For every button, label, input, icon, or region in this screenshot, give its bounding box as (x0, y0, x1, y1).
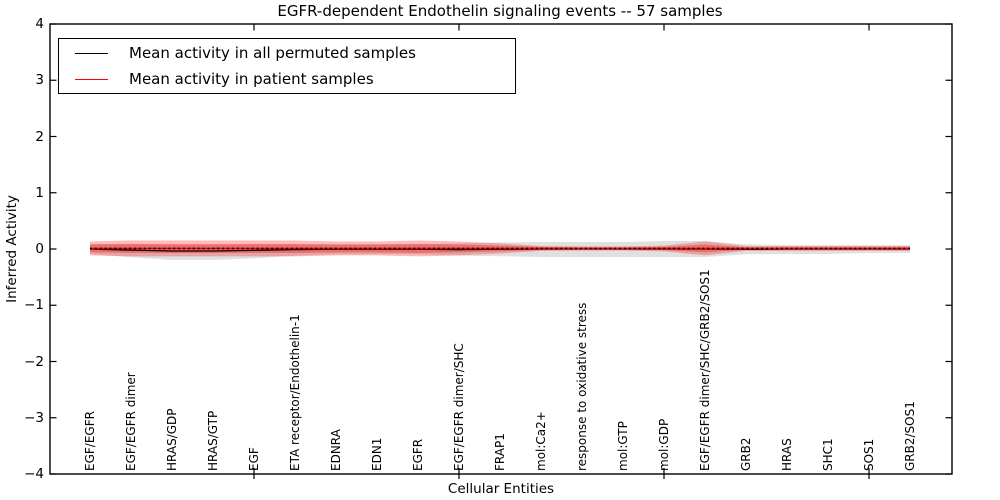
y-tick-label: −1 (24, 297, 44, 314)
chart-title: EGFR-dependent Endothelin signaling even… (277, 2, 723, 20)
x-tick-label: response to oxidative stress (575, 302, 589, 471)
x-tick-label: EGF (247, 447, 261, 471)
y-tick-label: 4 (35, 16, 44, 32)
x-tick-label: EGFR (411, 438, 425, 471)
legend: Mean activity in all permuted samples Me… (58, 38, 516, 94)
y-tick-label: 0 (35, 241, 44, 257)
x-tick-label: mol:GDP (657, 418, 671, 471)
x-tick-label: GRB2 (739, 437, 753, 471)
x-tick-label: EGF/EGFR dimer/SHC (452, 343, 466, 471)
x-tick-label: EGF/EGFR dimer/SHC/GRB2/SOS1 (698, 269, 712, 471)
legend-entry-permuted: Mean activity in all permuted samples (59, 40, 515, 66)
y-tick-label: 3 (35, 72, 44, 89)
x-tick-label: GRB2/SOS1 (903, 401, 917, 471)
x-tick-label: HRAS/GDP (165, 408, 179, 471)
x-tick-label: HRAS (780, 438, 794, 471)
y-tick-label: −3 (24, 409, 44, 426)
legend-label: Mean activity in all permuted samples (129, 44, 416, 62)
x-tick-label: SOS1 (862, 438, 876, 471)
permuted-std-band (90, 241, 910, 260)
y-tick-label: −2 (24, 353, 44, 370)
legend-line-sample-red (75, 78, 108, 80)
y-axis-title: Inferred Activity (4, 195, 20, 303)
legend-entry-patient: Mean activity in patient samples (59, 66, 515, 92)
x-tick-label: EDNRA (329, 429, 343, 471)
y-tick-label: 1 (35, 184, 44, 201)
legend-label: Mean activity in patient samples (129, 70, 374, 88)
x-tick-label: mol:GTP (616, 421, 630, 471)
x-tick-label: EGF/EGFR dimer (124, 372, 138, 471)
x-tick-label: EDN1 (370, 437, 384, 471)
x-tick-label: mol:Ca2+ (534, 411, 548, 471)
x-tick-label: EGF/EGFR (83, 411, 97, 471)
x-tick-label: HRAS/GTP (206, 410, 220, 471)
x-tick-label: FRAP1 (493, 433, 507, 471)
x-tick-label: ETA receptor/Endothelin-1 (288, 314, 302, 471)
x-axis-title: Cellular Entities (447, 481, 555, 497)
y-tick-label: −4 (24, 466, 44, 482)
x-tick-label: SHC1 (821, 438, 835, 471)
y-tick-label: 2 (35, 128, 44, 145)
legend-line-sample-black (75, 52, 108, 54)
